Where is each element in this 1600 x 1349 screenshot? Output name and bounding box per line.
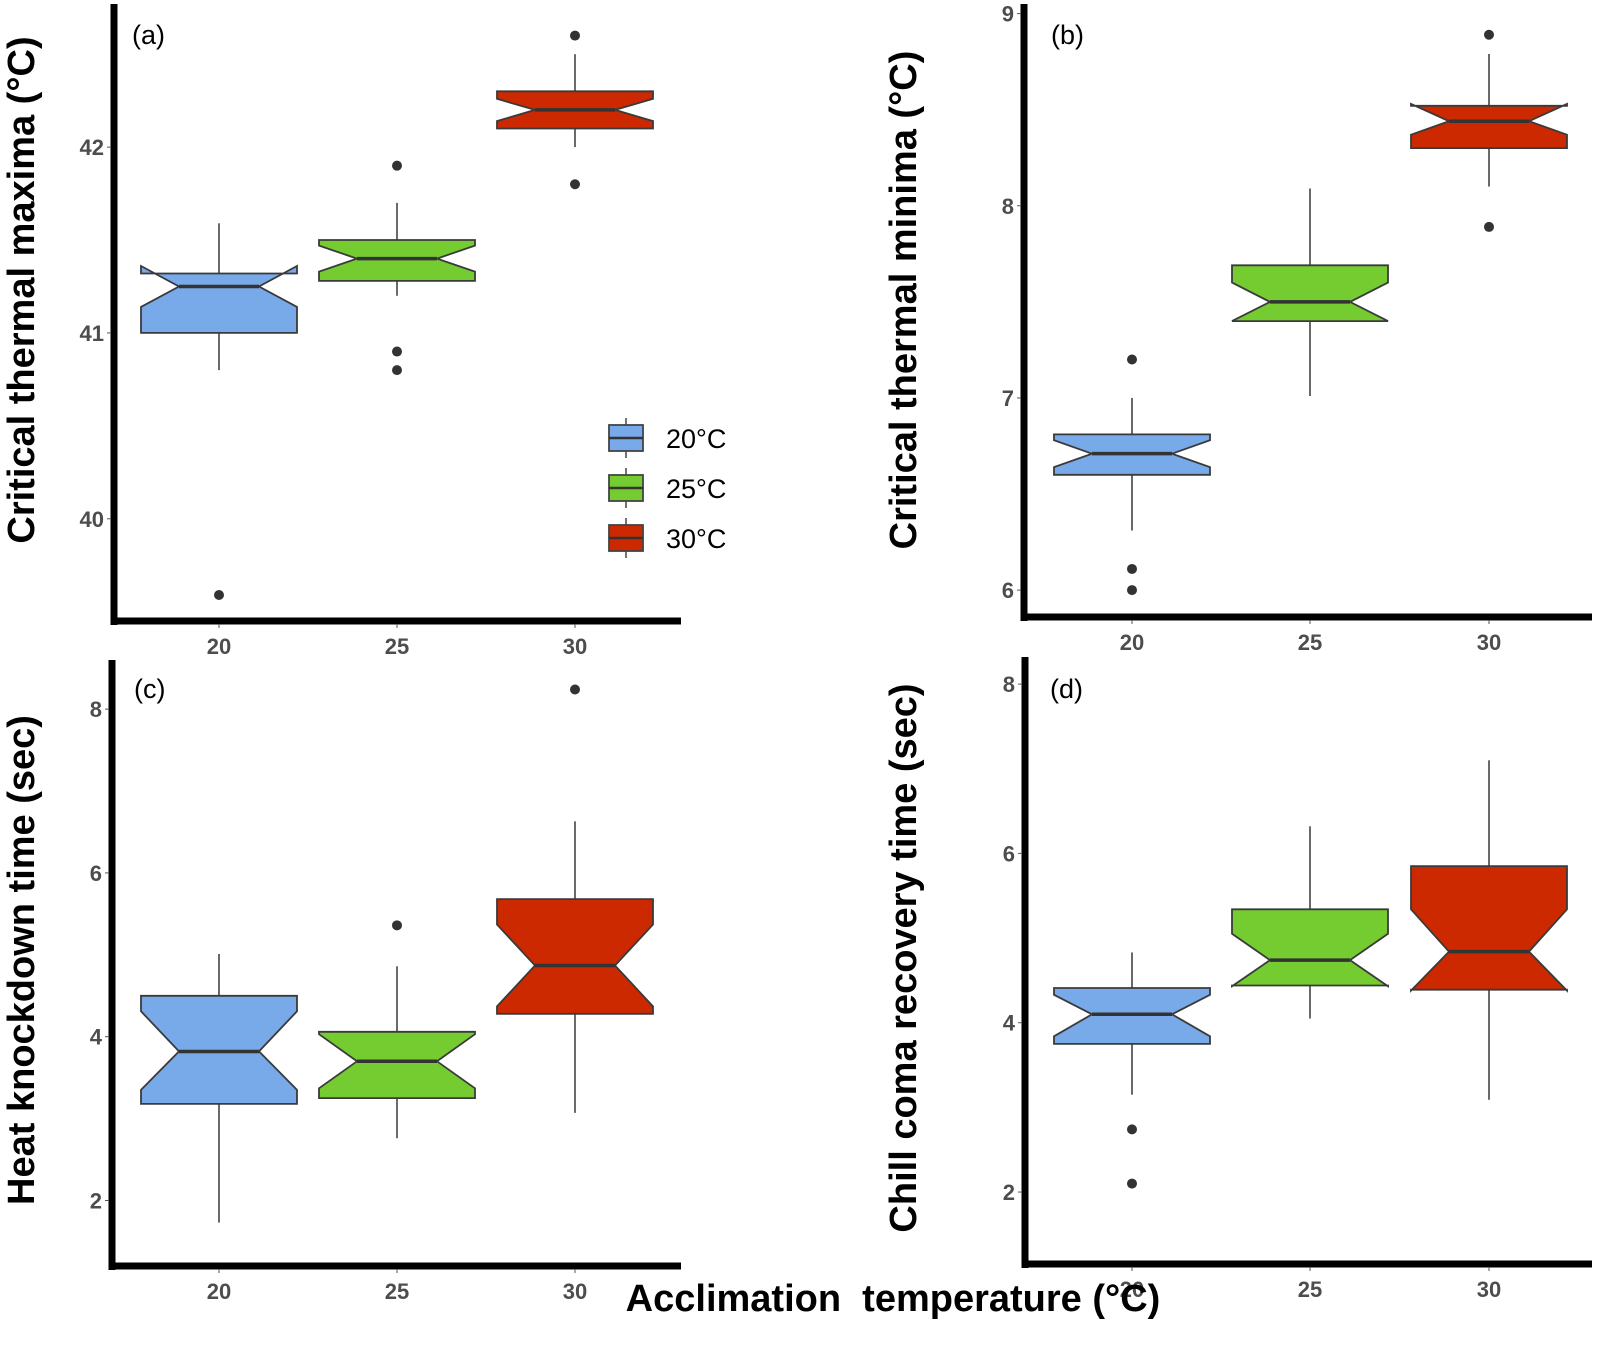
panel-tag: (d) — [1050, 674, 1083, 704]
x-tick-label: 20 — [207, 1279, 231, 1304]
panel-a: 40 41 42 20 25 30 Critical thermal maxima (°C)… — [1, 4, 681, 659]
y-tick-label: 8 — [1002, 194, 1014, 219]
box-20 — [1053, 952, 1211, 1189]
y-tick-label: 6 — [1003, 841, 1015, 866]
x-tick-label: 30 — [1477, 1277, 1501, 1302]
y-tick-label: 6 — [1002, 578, 1014, 603]
legend: 20°C 25°C 30°C — [608, 418, 726, 558]
outlier-point — [392, 346, 402, 357]
y-tick-label: 4 — [90, 1025, 103, 1050]
notched-box — [1410, 102, 1568, 150]
outlier-point — [1127, 1178, 1137, 1189]
legend-label: 25°C — [666, 474, 726, 504]
panel-b: 6 7 8 9 20 25 30 Critical thermal minima (°C) (b… — [883, 2, 1592, 655]
outlier-point — [1484, 221, 1494, 232]
y-axis-title: Critical thermal minima (°C) — [883, 51, 925, 550]
outlier-point — [392, 920, 402, 931]
x-tick-label: 25 — [385, 1279, 409, 1304]
y-axis-title: Heat knockdown time (sec) — [1, 715, 43, 1205]
y-axis-title: Critical thermal maxima (°C) — [1, 36, 43, 543]
y-tick-label: 8 — [90, 697, 102, 722]
box-20 — [140, 953, 298, 1223]
y-tick-label: 4 — [1003, 1011, 1016, 1036]
x-tick-label: 25 — [385, 634, 409, 659]
y-tick-label: 2 — [90, 1188, 102, 1213]
legend-item-30: 30°C — [608, 518, 726, 558]
x-tick-label: 30 — [563, 634, 587, 659]
panel-tag: (b) — [1051, 20, 1084, 50]
y-tick-label: 41 — [80, 321, 104, 346]
outlier-point — [392, 160, 402, 171]
notched-box — [496, 898, 654, 1015]
outlier-point — [1127, 585, 1137, 596]
legend-label: 20°C — [666, 424, 726, 454]
box-20 — [140, 223, 298, 600]
y-tick-label: 42 — [80, 135, 104, 160]
box-25 — [318, 920, 476, 1139]
box-30 — [1410, 29, 1568, 232]
outlier-point — [392, 365, 402, 376]
box-20 — [1053, 354, 1211, 596]
outlier-point — [570, 179, 580, 190]
x-tick-label: 20 — [207, 634, 231, 659]
y-tick-label: 40 — [80, 507, 104, 532]
y-tick-label: 9 — [1002, 2, 1014, 27]
y-tick-label: 8 — [1003, 672, 1015, 697]
x-tick-label: 20 — [1120, 630, 1144, 655]
legend-item-20: 20°C — [608, 418, 726, 458]
x-tick-label: 30 — [563, 1279, 587, 1304]
y-tick-label: 6 — [90, 861, 102, 886]
outlier-point — [1484, 29, 1494, 40]
box-25 — [318, 160, 476, 376]
notched-box — [1231, 908, 1389, 989]
x-tick-label: 20 — [1120, 1277, 1144, 1302]
box-30 — [496, 684, 654, 1113]
y-tick-label: 2 — [1003, 1180, 1015, 1205]
outlier-point — [1127, 1124, 1137, 1135]
notched-box — [318, 239, 476, 282]
y-tick-label: 7 — [1002, 386, 1014, 411]
panel-c: 2 4 6 8 20 25 30 Heat knockdown time (sec) (c) — [1, 660, 681, 1304]
outlier-point — [570, 30, 580, 41]
legend-label: 30°C — [666, 524, 726, 554]
outlier-point — [214, 589, 224, 600]
outlier-point — [570, 684, 580, 695]
notched-box — [140, 264, 298, 334]
notched-box — [318, 1030, 476, 1099]
box-30 — [496, 30, 654, 190]
panel-tag: (c) — [134, 674, 165, 704]
notched-box — [1410, 865, 1568, 993]
box-25 — [1231, 188, 1389, 397]
outlier-point — [1127, 354, 1137, 365]
legend-item-25: 25°C — [608, 468, 726, 508]
x-tick-label: 25 — [1298, 1277, 1322, 1302]
box-25 — [1231, 826, 1389, 1019]
notched-box — [1231, 264, 1389, 323]
panel-tag: (a) — [132, 20, 165, 50]
x-tick-label: 30 — [1477, 630, 1501, 655]
panel-d: 2 4 6 8 20 25 30 Chill coma recovery time (sec)… — [883, 657, 1592, 1302]
outlier-point — [1127, 563, 1137, 574]
y-axis-title: Chill coma recovery time (sec) — [883, 683, 925, 1232]
box-30 — [1410, 760, 1568, 1100]
x-axis-title: Acclimation temperature (°C) — [626, 1278, 1161, 1320]
x-tick-label: 25 — [1298, 630, 1322, 655]
